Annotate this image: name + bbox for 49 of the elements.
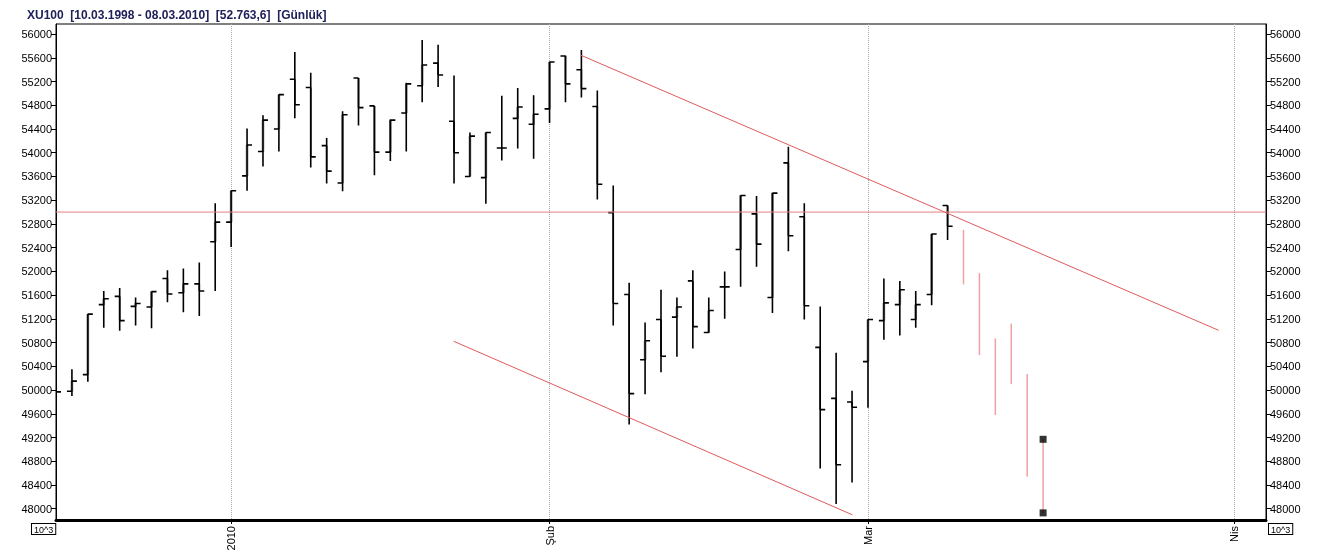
y2-tick-label: 52000 <box>1270 265 1301 278</box>
y-tick-label: 53600 <box>21 170 52 183</box>
y2-tick-label: 53200 <box>1270 194 1301 207</box>
y2-tick-label: 48000 <box>1270 502 1301 515</box>
x-tick-label: 2010 <box>225 526 238 551</box>
y2-tick-label: 54800 <box>1270 99 1301 112</box>
text: 10^3 <box>1271 524 1291 535</box>
y-tick-label: 50000 <box>21 384 52 397</box>
y2-tick-label: 50400 <box>1270 360 1301 373</box>
y-tick-label: 52800 <box>21 217 52 230</box>
y-tick-label: 55200 <box>21 75 52 88</box>
y-tick-label: 48800 <box>21 455 52 468</box>
y2-tick-label: 51200 <box>1270 312 1301 325</box>
y2-tick-label: 48400 <box>1270 479 1301 491</box>
y2-tick-label: 50000 <box>1270 384 1301 397</box>
y2-tick-label: 55600 <box>1270 51 1301 64</box>
y2-tick-label: 56000 <box>1270 28 1301 41</box>
x-tick-label: Mar <box>861 525 874 545</box>
y-tick-label: 55600 <box>21 51 52 64</box>
y2-tick-label: 52400 <box>1270 241 1301 254</box>
y2-tick-label: 55200 <box>1270 75 1301 88</box>
y-tick-label: 54800 <box>21 99 52 112</box>
y2-tick-label: 52800 <box>1270 217 1301 230</box>
y2-tick-label: 49200 <box>1270 431 1301 444</box>
y-tick-label: 56000 <box>21 28 52 41</box>
y2-tick-label: 48800 <box>1270 455 1301 468</box>
y-tick-label: 48000 <box>21 502 52 515</box>
y-tick-label: 53200 <box>21 194 52 207</box>
y-tick-label: 54400 <box>21 123 52 136</box>
y-tick-label: 50800 <box>21 336 52 349</box>
y-tick-label: 49600 <box>21 407 52 420</box>
y2-tick-label: 49600 <box>1270 407 1301 420</box>
y-tick-label: 50400 <box>21 360 52 373</box>
y2-tick-label: 51600 <box>1270 289 1301 302</box>
y2-tick-label: 50800 <box>1270 336 1301 349</box>
y-tick-label: 52400 <box>21 241 52 254</box>
y2-tick-label: 53600 <box>1270 170 1301 183</box>
text: 10^3 <box>34 524 54 535</box>
chart-title: XU100 [10.03.1998 - 08.03.2010] [52.763,6] [Günlük] <box>27 8 327 22</box>
y-tick-label: 49200 <box>21 431 52 444</box>
y-tick-label: 48400 <box>21 479 52 491</box>
y2-tick-label: 54400 <box>1270 123 1301 136</box>
x-tick-label: Nis <box>1228 525 1241 542</box>
x-tick-label: Şub <box>543 526 556 546</box>
y-tick-label: 52000 <box>21 265 52 278</box>
y2-tick-label: 54000 <box>1270 146 1301 159</box>
y-tick-label: 51200 <box>21 312 52 325</box>
y-tick-label: 54000 <box>21 146 52 159</box>
y-tick-label: 51600 <box>21 289 52 302</box>
